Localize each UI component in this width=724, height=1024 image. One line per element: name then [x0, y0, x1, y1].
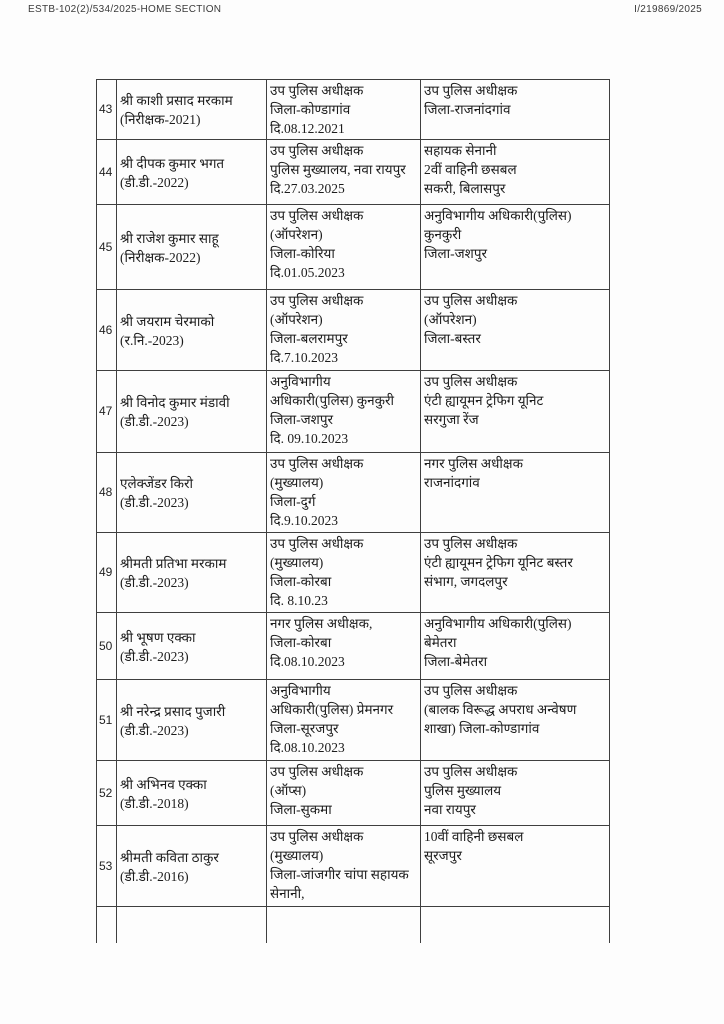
new-posting-cell: उप पुलिस अधीक्षक (बालक विरूद्ध अपराध अन्…	[424, 683, 577, 736]
row-number-cell: 44	[97, 140, 117, 204]
table-row: 46 श्री जयराम चेरमाको (र.नि.-2023) उप पुलि…	[97, 290, 609, 371]
officer-name-cell: श्री दीपक कुमार भगत (डी.डी.-2022)	[117, 140, 267, 204]
officer-name-cell: श्री काशी प्रसाद मरकाम (निरीक्षक-2021)	[117, 80, 267, 139]
new-posting-cell: उप पुलिस अधीक्षक जिला-राजनांदगांव	[424, 83, 518, 117]
row-number-cell: 53	[97, 826, 117, 906]
new-posting-cell: अनुविभागीय अधिकारी(पुलिस) बेमेतरा जिला-ब…	[424, 616, 572, 669]
officer-name-cell: श्री जयराम चेरमाको (र.नि.-2023)	[117, 290, 267, 370]
table-row: 43 श्री काशी प्रसाद मरकाम (निरीक्षक-2021)…	[97, 80, 609, 140]
new-posting-cell: 10वीं वाहिनी छसबल सूरजपुर	[424, 829, 524, 863]
table-row: 49 श्रीमती प्रतिभा मरकाम (डी.डी.-2023) उप …	[97, 533, 609, 613]
table-row: 52 श्री अभिनव एक्का (डी.डी.-2018) उप पुलिस…	[97, 761, 609, 826]
page-header: ESTB-102(2)/534/2025-HOME SECTION I/2198…	[28, 4, 702, 15]
officer-name-cell: श्री अभिनव एक्का (डी.डी.-2018)	[117, 761, 267, 825]
new-posting-cell: अनुविभागीय अधिकारी(पुलिस) कुनकुरी जिला-ज…	[424, 208, 572, 261]
table-row: 47 श्री विनोद कुमार मंडावी (डी.डी.-2023) अ…	[97, 371, 609, 453]
officer-name-cell: श्री भूषण एक्का (डी.डी.-2023)	[117, 613, 267, 679]
current-posting-cell: उप पुलिस अधीक्षक (ऑप्स) जिला-सुकमा	[267, 761, 421, 825]
partial-empty-row	[97, 907, 609, 943]
new-posting-cell: नगर पुलिस अधीक्षक राजनांदगांव	[424, 456, 523, 490]
transfer-table: 43 श्री काशी प्रसाद मरकाम (निरीक्षक-2021)…	[96, 79, 610, 943]
officer-name-cell: श्री नरेन्द्र प्रसाद पुजारी (डी.डी.-2023…	[117, 680, 267, 760]
new-posting-cell: सहायक सेनानी 2वीं वाहिनी छसबल सकरी, बिला…	[424, 143, 517, 196]
table-row: 50 श्री भूषण एक्का (डी.डी.-2023) नगर पुलिस…	[97, 613, 609, 680]
table-row: 51 श्री नरेन्द्र प्रसाद पुजारी (डी.डी.-20…	[97, 680, 609, 761]
row-number-cell: 45	[97, 205, 117, 289]
row-number-cell: 49	[97, 533, 117, 612]
current-posting-cell: अनुविभागीय अधिकारी(पुलिस) प्रेमनगर जिला-…	[267, 680, 421, 760]
empty-cell	[97, 907, 117, 943]
current-posting-cell: उप पुलिस अधीक्षक (मुख्यालय) जिला-जांजगीर…	[267, 826, 421, 906]
current-posting-cell: उप पुलिस अधीक्षक (मुख्यालय) जिला-दुर्ग द…	[267, 453, 421, 532]
officer-name-cell: एलेक्जेंडर किरो (डी.डी.-2023)	[117, 453, 267, 532]
current-posting-cell: उप पुलिस अधीक्षक (ऑपरेशन) जिला-कोरिया दि…	[267, 205, 421, 289]
new-posting-cell: उप पुलिस अधीक्षक पुलिस मुख्यालय नवा रायप…	[424, 764, 518, 817]
current-posting-cell: उप पुलिस अधीक्षक जिला-कोण्डागांव दि.08.1…	[267, 80, 421, 139]
table-row: 48 एलेक्जेंडर किरो (डी.डी.-2023) उप पुलिस …	[97, 453, 609, 533]
current-posting-cell: नगर पुलिस अधीक्षक, जिला-कोरबा दि.08.10.2…	[267, 613, 421, 679]
new-posting-cell: उप पुलिस अधीक्षक एंटी ह्यायूमन ट्रेफिग य…	[424, 536, 573, 589]
current-posting-cell: उप पुलिस अधीक्षक (मुख्यालय) जिला-कोरबा द…	[267, 533, 421, 612]
current-posting-cell: उप पुलिस अधीक्षक पुलिस मुख्यालय, नवा राय…	[267, 140, 421, 204]
table-row: 44 श्री दीपक कुमार भगत (डी.डी.-2022) उप पु…	[97, 140, 609, 205]
table-row: 45 श्री राजेश कुमार साहू (निरीक्षक-2022) उ…	[97, 205, 609, 290]
officer-name-cell: श्री विनोद कुमार मंडावी (डी.डी.-2023)	[117, 371, 267, 452]
officer-name-cell: श्री राजेश कुमार साहू (निरीक्षक-2022)	[117, 205, 267, 289]
table-row: 53 श्रीमती कविता ठाकुर (डी.डी.-2016) उप पु…	[97, 826, 609, 907]
new-posting-cell: उप पुलिस अधीक्षक एंटी ह्यायूमन ट्रेफिग य…	[424, 374, 544, 427]
officer-name-cell: श्रीमती कविता ठाकुर (डी.डी.-2016)	[117, 826, 267, 906]
row-number-cell: 50	[97, 613, 117, 679]
officer-name-cell: श्रीमती प्रतिभा मरकाम (डी.डी.-2023)	[117, 533, 267, 612]
row-number-cell: 51	[97, 680, 117, 760]
eoffice-dispatch-number: I/219869/2025	[634, 4, 702, 15]
file-reference-number: ESTB-102(2)/534/2025-HOME SECTION	[28, 4, 222, 15]
row-number-cell: 52	[97, 761, 117, 825]
row-number-cell: 46	[97, 290, 117, 370]
empty-cell	[421, 907, 609, 943]
row-number-cell: 47	[97, 371, 117, 452]
row-number-cell: 43	[97, 80, 117, 139]
new-posting-cell: उप पुलिस अधीक्षक (ऑपरेशन) जिला-बस्तर	[424, 293, 518, 346]
empty-cell	[267, 907, 421, 943]
empty-cell	[117, 907, 267, 943]
current-posting-cell: अनुविभागीय अधिकारी(पुलिस) कुनकुरी जिला-ज…	[267, 371, 421, 452]
current-posting-cell: उप पुलिस अधीक्षक (ऑपरेशन) जिला-बलरामपुर …	[267, 290, 421, 370]
row-number-cell: 48	[97, 453, 117, 532]
